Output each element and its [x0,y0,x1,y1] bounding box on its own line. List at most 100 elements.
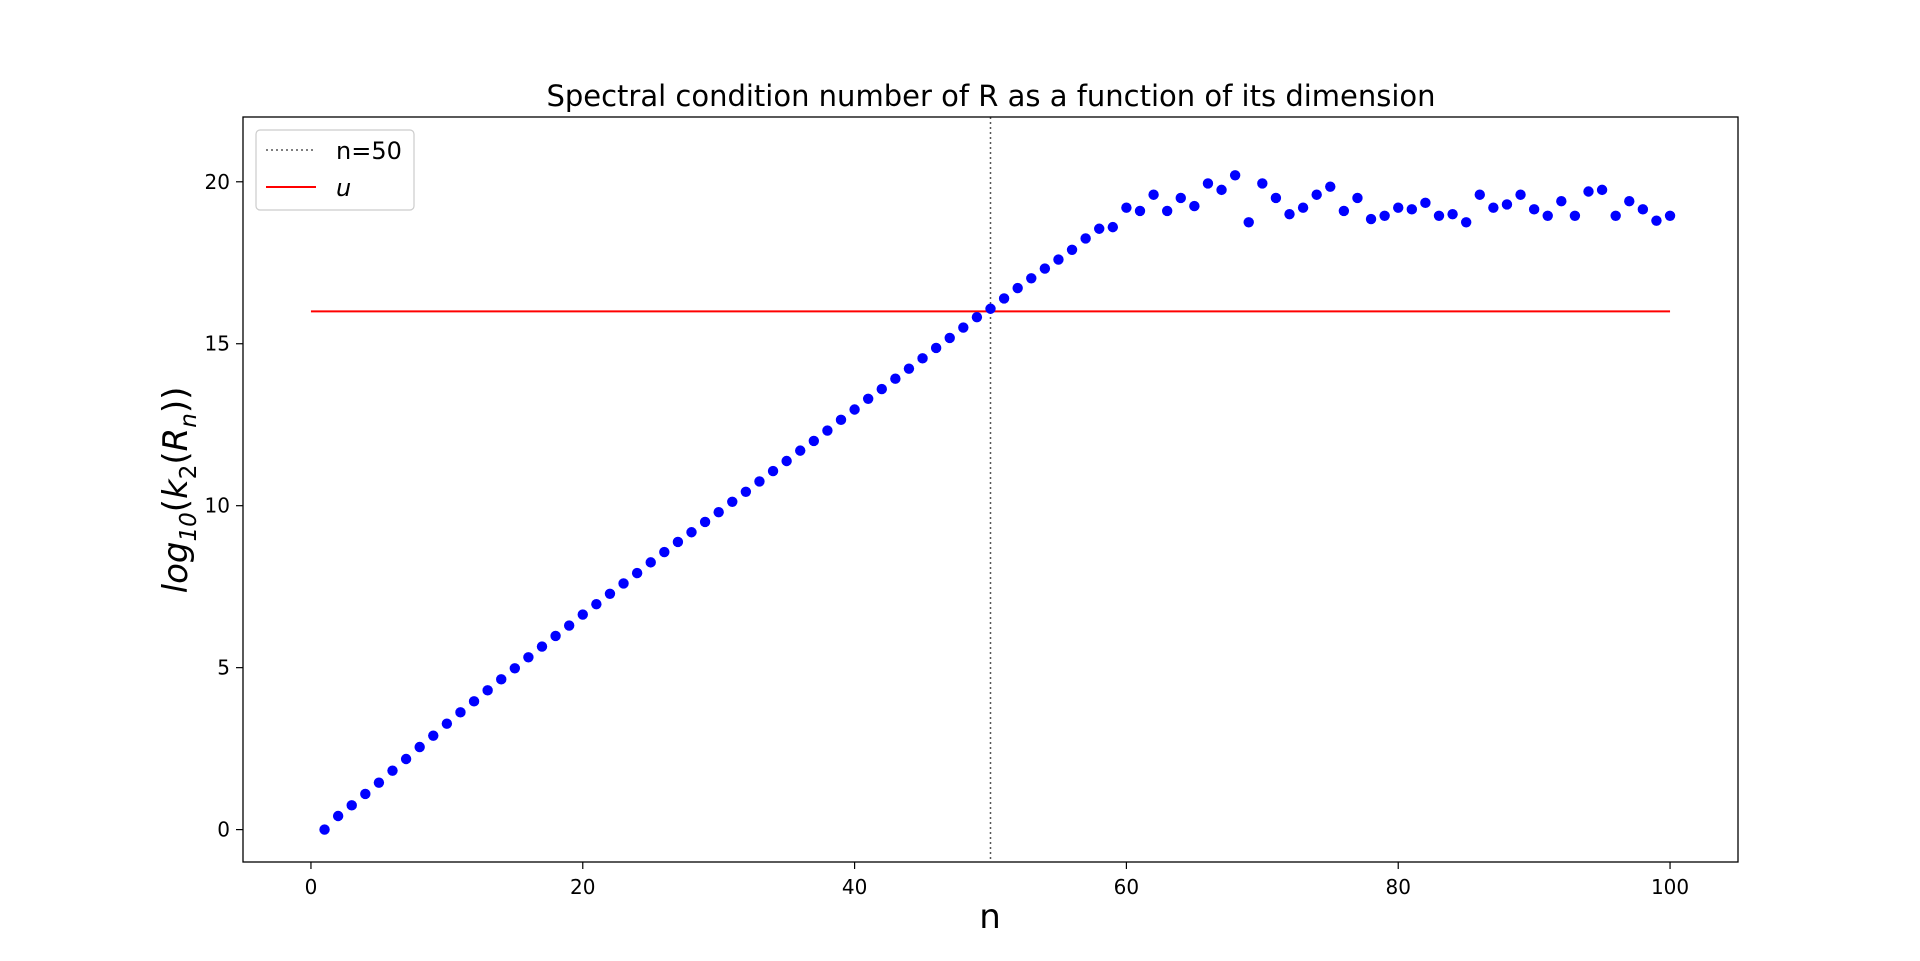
y-label-log-sub: 10 [176,512,202,541]
data-point [808,435,820,447]
x-tick-label: 100 [1651,875,1689,899]
data-point [958,322,969,333]
x-tick-label: 80 [1386,875,1411,899]
x-axis-label: n [979,897,1001,937]
data-point [1053,254,1064,265]
data-point [604,588,616,599]
data-point [1325,181,1336,192]
data-point [1012,282,1023,294]
data-point [1379,210,1390,221]
data-point [876,383,887,395]
data-point [414,741,425,753]
y-tick-label: 0 [217,818,230,842]
data-point [754,476,765,487]
data-point [849,404,860,415]
data-point [332,810,344,822]
data-point [1528,204,1540,215]
data-point [1365,213,1377,225]
data-point [523,652,534,663]
y-label-paren-close: )) [156,387,196,414]
data-point [985,303,996,314]
data-point [1297,202,1309,213]
data-point [740,486,752,497]
data-point [1080,233,1091,244]
data-point [509,663,521,674]
y-tick-label: 10 [205,494,230,518]
data-point [550,630,561,642]
x-tick-label: 0 [305,875,318,899]
data-point [903,363,915,374]
data-point [1624,196,1635,207]
data-point [1161,205,1173,217]
data-point [1515,189,1526,200]
data-point [1393,202,1404,213]
y-axis-ticks: 0 5 10 15 20 [205,170,243,842]
data-point [618,578,629,589]
data-point [1229,170,1241,181]
data-point [387,765,398,776]
data-point [890,373,901,384]
data-point [1257,178,1268,189]
data-point [1026,273,1037,284]
y-label-k-sub: 2 [176,465,202,480]
data-point [1243,217,1254,228]
legend-label-n50: n=50 [336,137,402,165]
data-point [373,777,385,788]
y-label-k: k [156,478,196,499]
data-point [1460,217,1472,228]
data-point [496,674,507,685]
data-point [631,567,643,579]
data-point [1651,215,1662,226]
y-label-paren-open: ( [156,499,196,512]
data-point [1596,184,1608,196]
data-point [1148,189,1159,200]
data-point [1556,196,1567,207]
data-point [482,685,493,696]
data-point [1094,223,1105,234]
data-point [1121,202,1132,213]
data-point [1134,205,1146,217]
data-point [971,311,983,323]
data-point [672,536,684,548]
data-point [822,425,833,436]
chart-title: Spectral condition number of R as a func… [546,79,1435,113]
data-point [1066,244,1078,256]
data-point [1284,208,1295,220]
y-label-r: R [156,428,196,452]
data-point [441,718,453,729]
data-point [1569,210,1581,221]
data-point [998,293,1010,304]
y-label-log: log [156,542,196,594]
data-point [835,414,847,426]
data-point [1175,192,1186,204]
data-point [319,824,330,835]
chart-marks [310,117,1676,862]
data-point [1338,205,1350,217]
data-point [1583,186,1594,197]
y-label-r-sub: n [176,413,202,428]
data-point [1664,210,1676,221]
data-point [455,707,466,718]
data-point [1501,199,1513,210]
y-tick-label: 15 [205,332,230,356]
legend-box [255,129,415,211]
data-point [645,557,656,568]
data-point [563,620,575,631]
data-point [360,788,371,800]
data-point [1189,200,1200,212]
legend: n=50 u [255,129,415,211]
data-point [699,516,711,528]
data-point [1202,178,1214,189]
data-point [591,598,602,610]
data-point [1352,192,1363,204]
data-point [577,609,588,620]
data-point [1433,210,1445,221]
data-point [944,332,955,344]
y-tick-label: 20 [205,170,230,194]
y-tick-label: 5 [217,656,230,680]
x-axis-ticks: 0 20 40 60 80 100 [305,862,1689,899]
data-point [428,730,439,741]
data-point [1216,184,1227,196]
data-point [930,342,942,354]
y-axis-label: log10(k2(Rn)) [156,387,202,594]
